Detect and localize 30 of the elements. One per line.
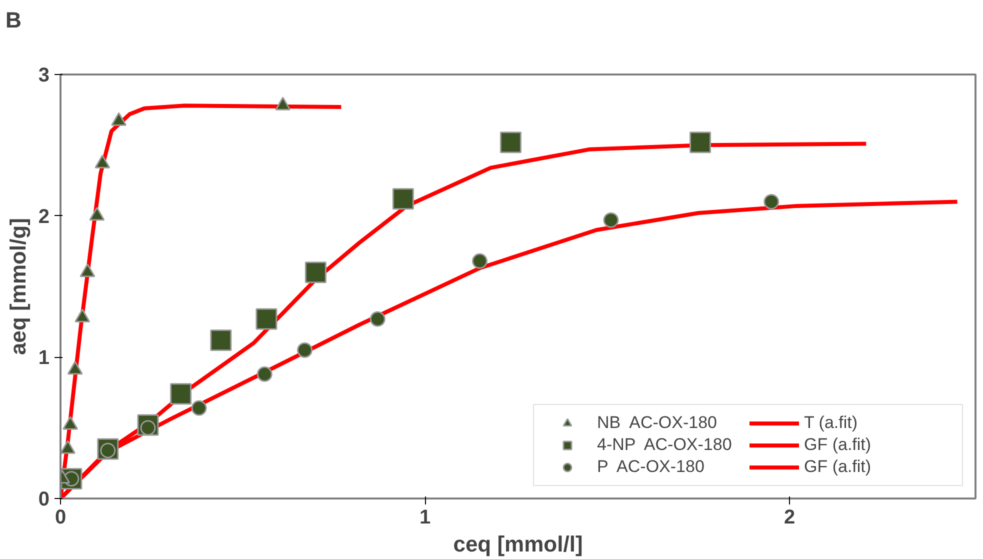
point xyxy=(256,366,272,382)
point xyxy=(690,132,712,154)
legend-label: T (a.fit) xyxy=(804,413,859,433)
point xyxy=(764,194,780,210)
point xyxy=(500,132,522,154)
point xyxy=(472,253,488,269)
y-tick-label: 1 xyxy=(38,347,50,370)
chart-title: B xyxy=(6,8,22,32)
point xyxy=(392,188,414,210)
point xyxy=(170,383,192,405)
legend-label: GF (a.fit) xyxy=(804,435,872,455)
x-tick-label: 1 xyxy=(419,506,431,528)
legend-label: 4-NP AC-OX-180 xyxy=(597,435,733,455)
y-tick-label: 3 xyxy=(38,64,50,86)
x-tick-label: 2 xyxy=(784,506,796,528)
legend-label: P AC-OX-180 xyxy=(597,457,706,477)
y-tick-label: 0 xyxy=(38,488,50,510)
y-tick-label: 2 xyxy=(38,206,50,228)
y-axis-title: aeq [mmol/g] xyxy=(5,218,30,355)
legend-label: NB AC-OX-180 xyxy=(597,413,718,433)
point xyxy=(256,308,278,330)
point xyxy=(603,212,619,228)
point xyxy=(370,311,386,327)
x-tick-label: 0 xyxy=(54,506,66,528)
legend-label: GF (a.fit) xyxy=(804,457,872,477)
x-axis-title: ceq [mmol/l] xyxy=(453,532,583,556)
point xyxy=(210,329,232,351)
point xyxy=(191,400,207,416)
point xyxy=(296,342,312,358)
point xyxy=(304,262,326,284)
